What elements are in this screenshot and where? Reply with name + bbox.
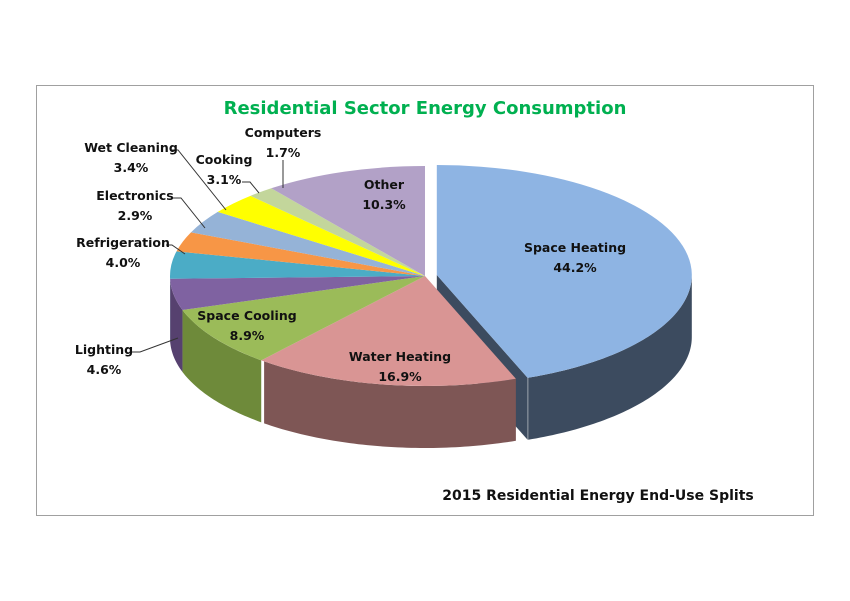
computers-slice xyxy=(250,188,425,276)
lighting-side xyxy=(170,279,183,372)
chart-frame xyxy=(36,85,814,516)
refrigeration-value: 4.0% xyxy=(106,255,141,270)
electronics-label: Electronics xyxy=(96,188,173,203)
space-heating-slice xyxy=(436,165,692,378)
refrigeration-label: Refrigeration xyxy=(76,235,170,250)
water-heating-value: 16.9% xyxy=(378,369,422,384)
space-heating-side xyxy=(528,275,692,440)
cooking-leader-line xyxy=(242,181,260,194)
lighting-value: 4.6% xyxy=(87,362,122,377)
space-cooling-slice xyxy=(182,276,425,361)
electronics-slice xyxy=(176,232,425,276)
other-value: 10.3% xyxy=(362,197,406,212)
space-cooling-side xyxy=(182,310,262,423)
electronics-value: 2.9% xyxy=(118,208,153,223)
lighting-slice xyxy=(170,276,425,310)
cooking-slice xyxy=(217,195,425,276)
wet-cleaning-slice xyxy=(190,211,425,276)
computers-value: 1.7% xyxy=(266,145,301,160)
water-heating-slice xyxy=(261,276,516,386)
pie-slices xyxy=(170,165,692,386)
refrigeration-leader-line xyxy=(166,244,186,255)
computers-label: Computers xyxy=(245,125,322,140)
other-slice xyxy=(271,166,425,276)
cooking-label: Cooking xyxy=(196,152,253,167)
chart-title: Residential Sector Energy Consumption xyxy=(224,98,627,119)
lighting-leader-line xyxy=(130,337,179,353)
wet-cleaning-label: Wet Cleaning xyxy=(84,140,178,155)
chart-subtitle: 2015 Residential Energy End-Use Splits xyxy=(442,488,753,504)
electronics-leader-line xyxy=(172,197,206,229)
space-cooling-value: 8.9% xyxy=(230,328,265,343)
space-cooling-label: Space Cooling xyxy=(197,308,296,323)
wet-cleaning-value: 3.4% xyxy=(114,160,149,175)
slice-labels: Space Heating 44.2% Water Heating 16.9% Spac… xyxy=(75,125,626,384)
space-heating-value: 44.2% xyxy=(553,260,597,275)
leader-lines xyxy=(130,149,284,353)
water-heating-label: Water Heating xyxy=(349,349,451,364)
water-heating-side xyxy=(264,361,516,448)
cooking-value: 3.1% xyxy=(207,172,242,187)
refrigeration-slice xyxy=(170,251,425,279)
lighting-label: Lighting xyxy=(75,342,133,357)
space-heating-label: Space Heating xyxy=(524,240,626,255)
other-label: Other xyxy=(364,177,405,192)
wet-cleaning-leader-line xyxy=(172,149,227,211)
